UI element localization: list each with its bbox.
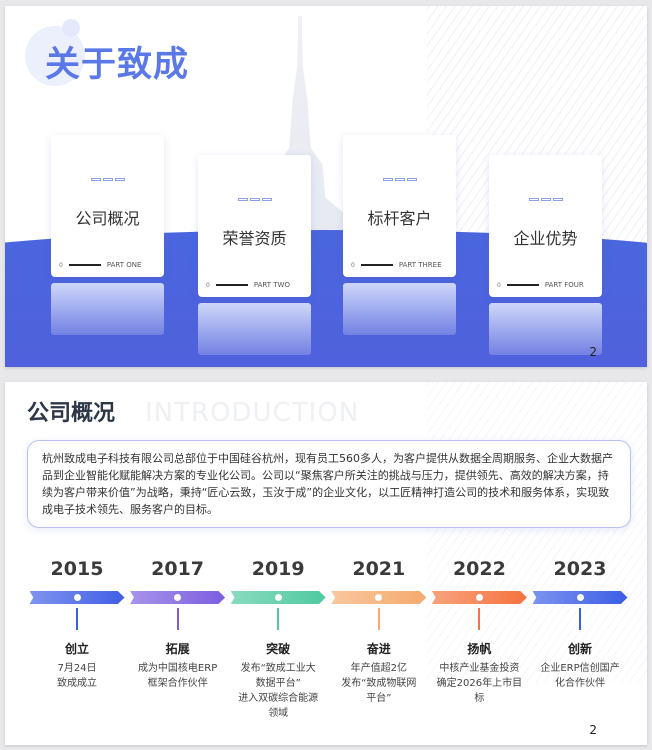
- timeline-dot: [375, 594, 383, 601]
- card-number: 0: [497, 281, 501, 289]
- timeline-milestone: 扬帆: [467, 642, 492, 656]
- slide-title: 公司概况: [27, 401, 116, 426]
- timeline-connector: [76, 608, 78, 630]
- timeline-arrow: [230, 591, 326, 604]
- timeline-dot: [274, 594, 282, 601]
- card-reflection: [51, 283, 164, 335]
- timeline-description: 成为中国核电ERP 框架合作伙伴: [137, 663, 218, 689]
- divider: [215, 284, 248, 286]
- timeline-year: 2017: [151, 558, 205, 580]
- section-card[interactable]: 公司概况 0 PART ONE: [51, 135, 164, 277]
- card-reflection: [198, 303, 311, 355]
- decorative-circle-small: [62, 19, 80, 37]
- section-card[interactable]: 企业优势 0 PART FOUR: [489, 155, 602, 297]
- page-number: 2: [589, 345, 597, 359]
- card-part-label: PART TWO: [253, 281, 290, 289]
- decorative-lines: [427, 382, 647, 682]
- timeline-description: 年产值超2亿 发布“致成物联网 平台”: [341, 663, 417, 704]
- timeline-dot: [475, 594, 483, 601]
- timeline-year: 2023: [553, 558, 607, 580]
- card-title: 标杆客户: [367, 209, 432, 228]
- timeline-item: 2019 突破 发布“致成工业大 数据平台” 进入双碳综合能源 领域: [228, 558, 328, 721]
- dots-decoration: [91, 178, 125, 181]
- timeline-milestone: 突破: [266, 642, 291, 656]
- timeline-milestone: 创立: [64, 642, 89, 656]
- section-card[interactable]: 标杆客户 0 PART THREE: [343, 135, 456, 277]
- timeline-item: 2022 扬帆 中核产业基金投资 确定2026年上市目 标: [429, 558, 529, 706]
- timeline-connector: [579, 608, 581, 630]
- card-part-label: PART FOUR: [544, 281, 584, 289]
- timeline-description: 企业ERP信创国产 化合作伙伴: [540, 663, 620, 689]
- card-number: 0: [206, 281, 210, 289]
- timeline-arrow: [130, 591, 226, 604]
- card-title: 荣誉资质: [222, 229, 287, 248]
- card-part-label: PART ONE: [106, 261, 142, 269]
- timeline-dot: [174, 594, 182, 601]
- divider: [360, 264, 393, 266]
- timeline-connector: [277, 608, 280, 630]
- timeline-description: 发布“致成工业大 数据平台” 进入双碳综合能源 领域: [238, 663, 319, 719]
- card-number: 0: [351, 261, 355, 269]
- timeline-connector: [176, 608, 179, 630]
- card-number: 0: [59, 261, 63, 269]
- timeline-dot: [576, 594, 584, 601]
- dots-decoration: [238, 198, 272, 201]
- timeline-dot: [73, 594, 81, 601]
- timeline-arrow: [29, 591, 125, 604]
- timeline-year: 2015: [50, 558, 104, 580]
- watermark-text: INTRODUCTION: [145, 398, 360, 428]
- slide-title: 关于致成: [45, 45, 190, 85]
- intro-paragraph: 杭州致成电子科技有限公司总部位于中国硅谷杭州，现有员工560多人，为客户提供从数…: [27, 440, 631, 528]
- card-reflection: [489, 303, 602, 355]
- divider: [68, 264, 101, 266]
- timeline-item: 2015 创立 7月24日 致成成立: [27, 558, 127, 691]
- timeline-item: 2021 奋进 年产值超2亿 发布“致成物联网 平台”: [329, 558, 429, 706]
- slide-company-overview: INTRODUCTION 公司概况 杭州致成电子科技有限公司总部位于中国硅谷杭州…: [5, 382, 647, 745]
- page-number: 2: [589, 723, 597, 737]
- timeline-year: 2022: [452, 558, 506, 580]
- slide-about: 关于致成 公司概况 0 PART ONE 荣誉资质 0 PART TWO 标杆客户 …: [5, 6, 647, 367]
- card-reflection: [343, 283, 456, 335]
- card-title: 企业优势: [513, 229, 578, 248]
- timeline-item: 2017 拓展 成为中国核电ERP 框架合作伙伴: [128, 558, 228, 691]
- dots-decoration: [529, 198, 563, 201]
- timeline-year: 2021: [352, 558, 406, 580]
- dots-decoration: [383, 178, 417, 181]
- timeline-connector: [377, 608, 380, 630]
- timeline-year: 2019: [251, 558, 305, 580]
- timeline-milestone: 创新: [567, 642, 592, 656]
- timeline-item: 2023 创新 企业ERP信创国产 化合作伙伴: [530, 558, 630, 691]
- timeline-description: 中核产业基金投资 确定2026年上市目 标: [436, 663, 523, 704]
- timeline-arrow: [331, 591, 427, 604]
- timeline-description: 7月24日 致成成立: [57, 663, 97, 689]
- timeline-arrow: [532, 591, 628, 604]
- timeline-arrow: [431, 591, 527, 604]
- divider: [506, 284, 539, 286]
- timeline-milestone: 拓展: [165, 642, 190, 656]
- timeline-milestone: 奋进: [366, 642, 391, 656]
- section-card[interactable]: 荣誉资质 0 PART TWO: [198, 155, 311, 297]
- timeline-connector: [478, 608, 481, 630]
- card-part-label: PART THREE: [398, 261, 442, 269]
- card-title: 公司概况: [75, 209, 140, 228]
